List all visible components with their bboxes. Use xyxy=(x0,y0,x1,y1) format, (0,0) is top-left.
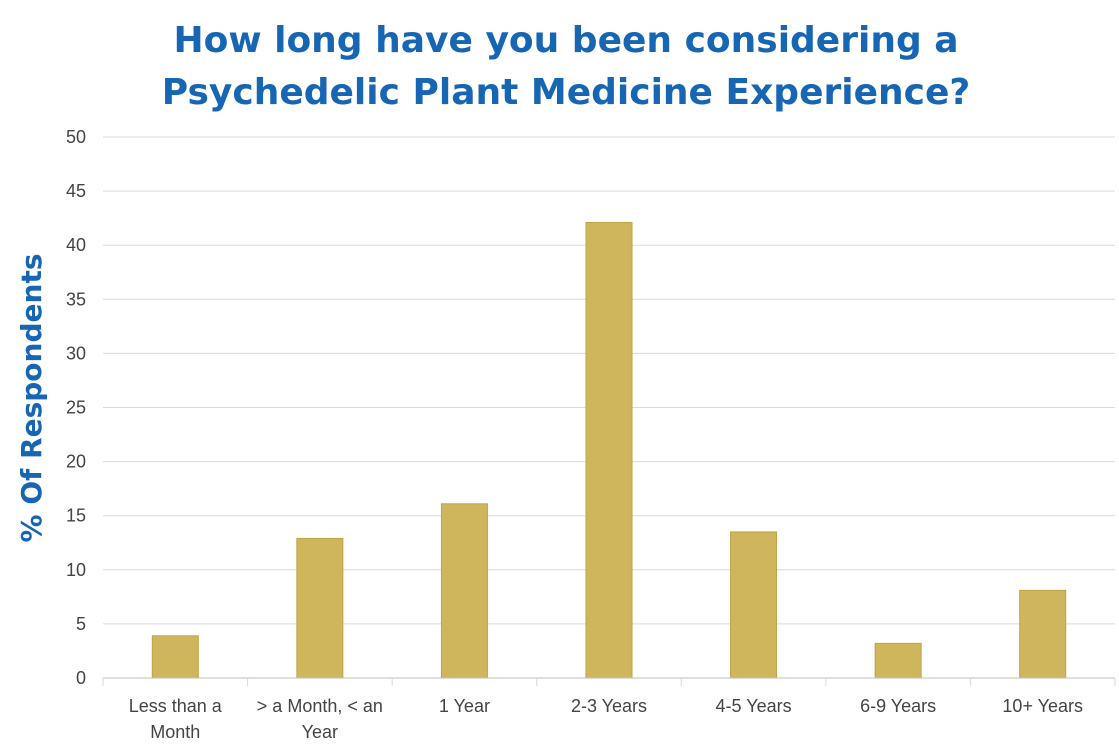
x-tick-label-line: Less than a xyxy=(129,696,223,716)
y-tick-label: 35 xyxy=(66,289,86,309)
x-tick-label-line: 4-5 Years xyxy=(716,696,792,716)
y-tick-label: 45 xyxy=(66,181,86,201)
y-axis-ticks: 0 5 10 15 20 25 30 35 40 45 50 xyxy=(66,127,86,688)
x-tick-label: 6-9 Years xyxy=(860,696,936,716)
x-axis xyxy=(102,677,1116,686)
x-tick-label-line: 10+ Years xyxy=(1002,696,1083,716)
y-tick-label: 25 xyxy=(66,398,86,418)
x-tick-label: Less than a Month xyxy=(129,696,223,742)
x-tick-label-line: > a Month, < an xyxy=(257,696,383,716)
bar xyxy=(296,537,344,679)
y-tick-label: 20 xyxy=(66,452,86,472)
y-tick-label: 50 xyxy=(66,127,86,147)
y-tick-label: 40 xyxy=(66,235,86,255)
x-tick-label: 1 Year xyxy=(439,696,490,716)
bars xyxy=(151,221,1067,679)
x-tick-label-line: 2-3 Years xyxy=(571,696,647,716)
y-tick-label: 0 xyxy=(76,668,86,688)
x-tick-label: 2-3 Years xyxy=(571,696,647,716)
chart-title: How long have you been considering a Psyc… xyxy=(162,20,971,113)
x-tick-label-line: Year xyxy=(302,722,338,742)
bar xyxy=(874,642,922,679)
x-tick-label-line: Month xyxy=(150,722,200,742)
x-tick-label-line: 1 Year xyxy=(439,696,490,716)
x-tick-label: 10+ Years xyxy=(1002,696,1083,716)
y-tick-label: 5 xyxy=(76,614,86,634)
bar xyxy=(151,635,199,679)
x-tick-label-line: 6-9 Years xyxy=(860,696,936,716)
chart-title-line-2: Psychedelic Plant Medicine Experience? xyxy=(162,72,971,113)
y-tick-label: 15 xyxy=(66,506,86,526)
bar xyxy=(585,221,633,679)
bar xyxy=(440,503,488,679)
y-tick-label: 30 xyxy=(66,343,86,363)
y-axis-label-group: % Of Respondents xyxy=(15,254,48,543)
y-tick-label: 10 xyxy=(66,560,86,580)
bar xyxy=(730,531,778,679)
x-tick-label: 4-5 Years xyxy=(716,696,792,716)
y-axis-label: % Of Respondents xyxy=(15,254,48,543)
x-axis-ticks: Less than a Month > a Month, < an Year 1 Yea… xyxy=(129,696,1083,742)
chart-title-line-1: How long have you been considering a xyxy=(173,20,958,61)
bar xyxy=(1019,589,1067,679)
x-tick-label: > a Month, < an Year xyxy=(257,696,383,742)
